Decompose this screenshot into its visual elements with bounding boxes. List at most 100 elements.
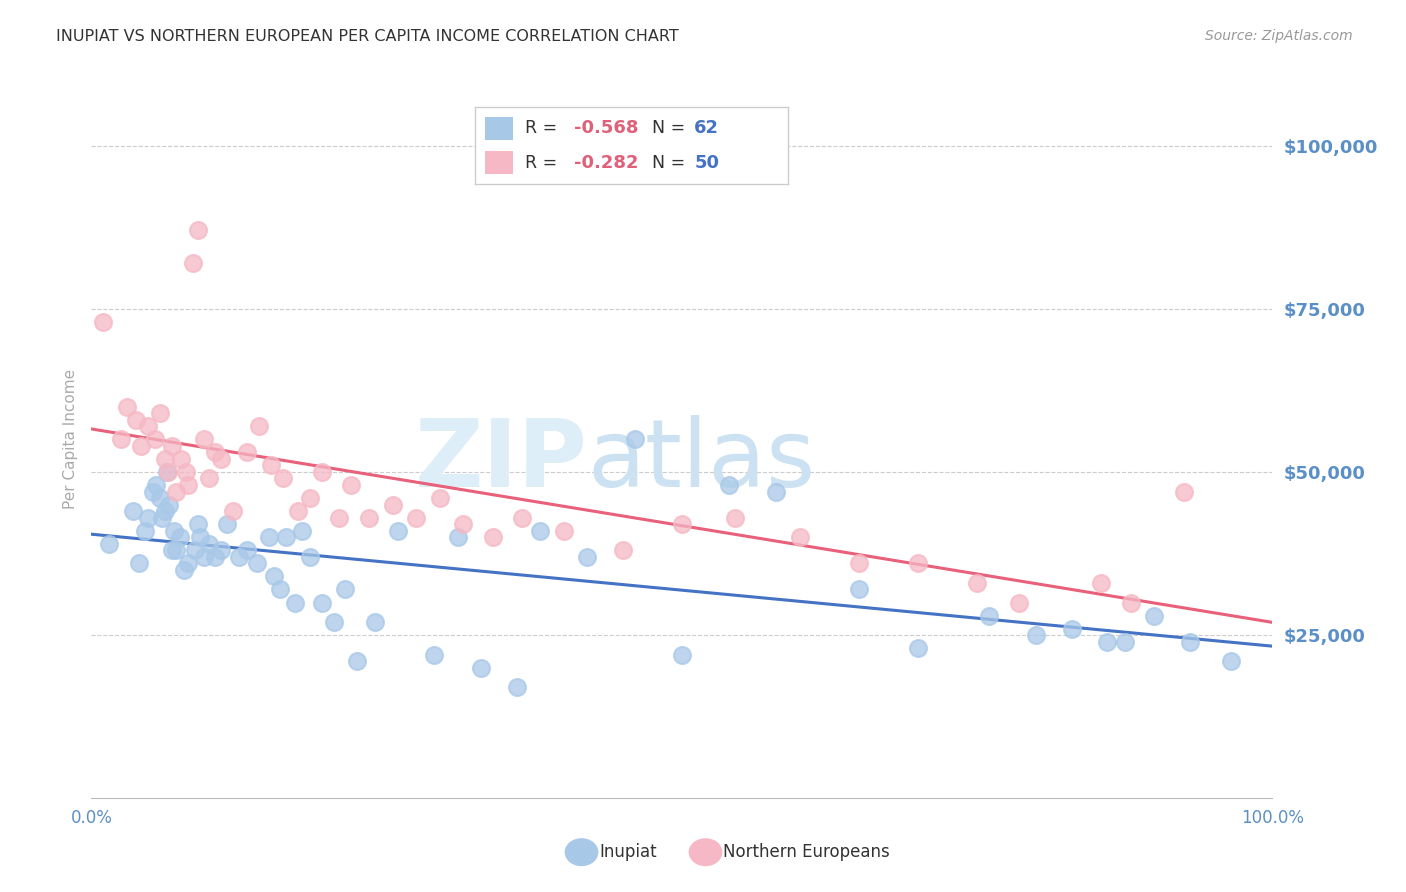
Point: [260, 458, 283, 473]
Point: [423, 648, 446, 662]
Point: [335, 582, 357, 597]
Point: [311, 595, 333, 609]
Point: [149, 491, 172, 505]
Point: [193, 549, 215, 564]
Point: [198, 471, 221, 485]
Point: [453, 517, 475, 532]
Point: [298, 491, 321, 505]
Text: Northern Europeans: Northern Europeans: [723, 843, 890, 861]
Point: [98, 537, 121, 551]
Point: [198, 537, 221, 551]
Point: [724, 510, 747, 524]
Point: [165, 484, 187, 499]
Point: [1173, 484, 1195, 499]
Point: [1007, 595, 1029, 609]
Point: [188, 530, 211, 544]
Point: [157, 465, 180, 479]
Point: [228, 549, 250, 564]
Point: [115, 400, 138, 414]
Text: Inupiat: Inupiat: [599, 843, 657, 861]
Point: [623, 433, 645, 447]
Point: [153, 451, 176, 466]
Point: [1220, 654, 1243, 668]
Point: [257, 530, 280, 544]
Point: [718, 478, 741, 492]
Point: [553, 524, 575, 538]
Point: [246, 557, 269, 571]
Point: [311, 465, 333, 479]
Point: [765, 484, 787, 499]
Point: [184, 543, 207, 558]
Point: [357, 510, 380, 524]
Point: [173, 563, 195, 577]
Point: [966, 576, 988, 591]
Point: [789, 530, 811, 544]
Point: [283, 595, 305, 609]
Point: [576, 549, 599, 564]
Point: [1119, 595, 1142, 609]
Point: [298, 549, 321, 564]
Point: [271, 471, 294, 485]
Y-axis label: Per Capita Income: Per Capita Income: [63, 369, 79, 509]
Point: [322, 615, 344, 629]
Point: [429, 491, 451, 505]
Point: [110, 433, 132, 447]
Point: [236, 445, 259, 459]
Point: [209, 543, 232, 558]
Point: [263, 569, 285, 583]
Point: [1090, 576, 1112, 591]
Point: [204, 549, 226, 564]
Point: [482, 530, 505, 544]
Point: [177, 478, 200, 492]
Point: [1178, 634, 1201, 648]
Point: [217, 517, 239, 532]
Point: [405, 510, 427, 524]
Point: [160, 543, 183, 558]
Point: [187, 223, 209, 237]
Text: INUPIAT VS NORTHERN EUROPEAN PER CAPITA INCOME CORRELATION CHART: INUPIAT VS NORTHERN EUROPEAN PER CAPITA …: [56, 29, 679, 44]
Point: [169, 530, 191, 544]
Point: [340, 478, 363, 492]
Point: [157, 498, 180, 512]
Point: [381, 498, 404, 512]
Point: [505, 681, 527, 695]
Point: [470, 661, 492, 675]
Point: [269, 582, 291, 597]
Point: [129, 439, 152, 453]
Point: [170, 451, 193, 466]
Point: [142, 484, 165, 499]
Point: [1143, 608, 1166, 623]
Point: [150, 510, 173, 524]
Point: [671, 517, 693, 532]
Point: [128, 557, 150, 571]
Text: atlas: atlas: [588, 415, 815, 507]
Point: [174, 465, 197, 479]
Point: [1025, 628, 1047, 642]
Point: [291, 524, 314, 538]
Point: [512, 510, 534, 524]
Point: [907, 641, 929, 656]
Ellipse shape: [565, 838, 599, 866]
Point: [364, 615, 387, 629]
Point: [529, 524, 551, 538]
Point: [177, 557, 200, 571]
Point: [91, 315, 114, 329]
Point: [149, 406, 172, 420]
Point: [446, 530, 468, 544]
Point: [204, 445, 226, 459]
Point: [160, 439, 183, 453]
Point: [848, 557, 870, 571]
Point: [165, 543, 187, 558]
Point: [1060, 622, 1083, 636]
Point: [125, 413, 148, 427]
Ellipse shape: [689, 838, 723, 866]
Point: [143, 433, 166, 447]
Point: [346, 654, 368, 668]
Point: [187, 517, 209, 532]
Point: [156, 465, 179, 479]
Point: [153, 504, 176, 518]
Point: [328, 510, 350, 524]
Point: [236, 543, 259, 558]
Point: [1114, 634, 1136, 648]
Point: [136, 419, 159, 434]
